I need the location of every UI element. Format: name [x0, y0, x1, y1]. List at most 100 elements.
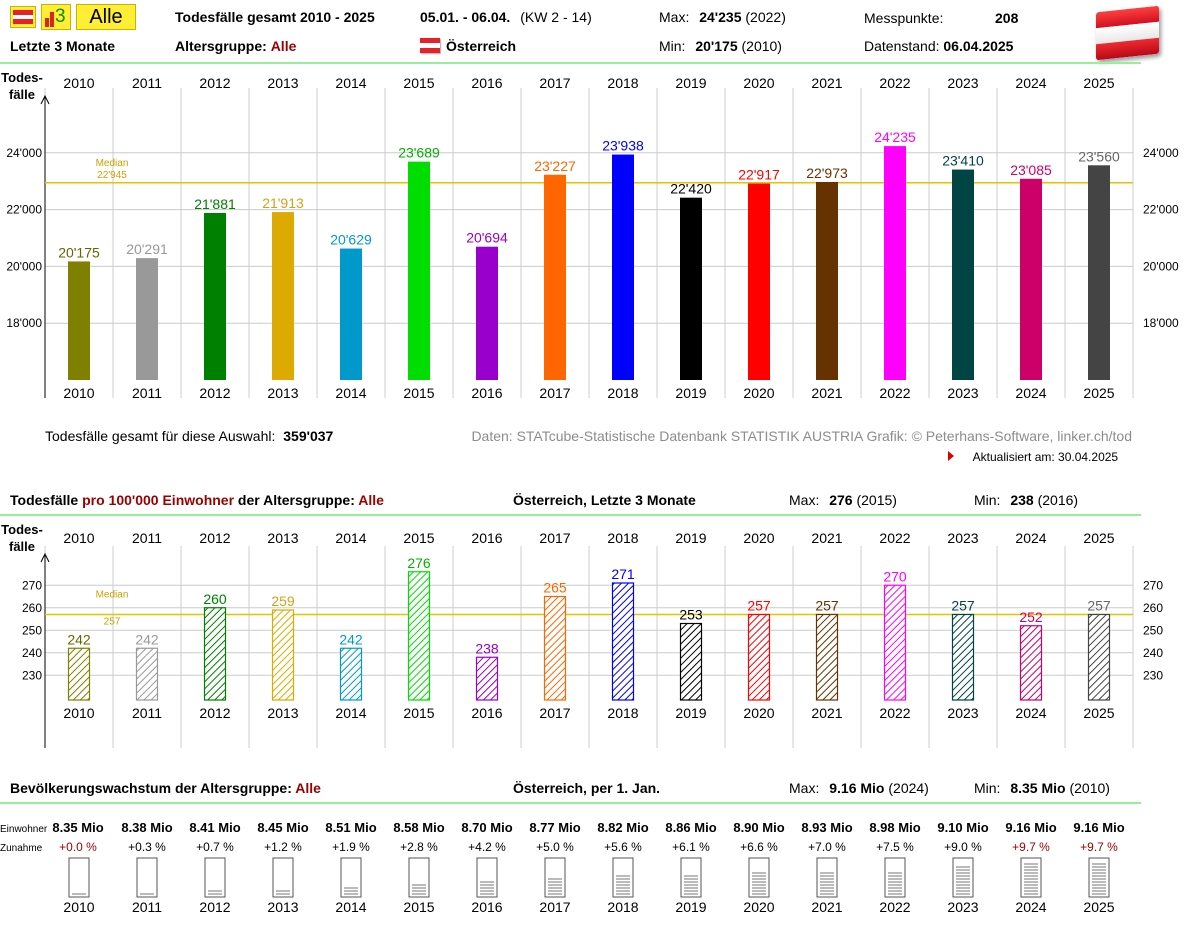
- section2-min: Min: 238 (2016): [974, 492, 1078, 508]
- row-label-population: Einwohner: [0, 824, 48, 835]
- value-label-2023: 257: [951, 598, 975, 614]
- altersgruppe: Altersgruppe: Alle: [175, 38, 296, 54]
- year-label-bottom: 2012: [199, 705, 230, 721]
- population-2018: 8.82 Mio: [597, 820, 648, 835]
- bar-2024: [1020, 178, 1042, 380]
- year-label-top: 2019: [675, 530, 706, 546]
- section3-min-year: (2010): [1069, 780, 1110, 796]
- bar-2017: [544, 174, 566, 380]
- y-tick-label-left: 260: [22, 601, 42, 615]
- growth-2018: +5.6 %: [604, 840, 642, 854]
- year-label-top: 2014: [335, 530, 366, 546]
- median-label: Median: [96, 158, 129, 169]
- value-label-2018: 23'938: [602, 138, 644, 154]
- value-label-2016: 238: [475, 640, 499, 656]
- year-label-bottom: 2022: [879, 705, 910, 721]
- y-axis-label: Todes-: [1, 70, 43, 85]
- altersgruppe-value: Alle: [270, 38, 297, 54]
- austria-flag-button[interactable]: [10, 6, 36, 28]
- growth-gauge-2015: [408, 857, 430, 898]
- period-dates: 05.01. - 06.04.: [420, 9, 511, 25]
- growth-2014: +1.9 %: [332, 840, 370, 854]
- bar-2021: [816, 181, 838, 380]
- year-label-bottom: 2022: [879, 385, 910, 401]
- value-label-2010: 20'175: [58, 244, 100, 260]
- year-label-population: 2017: [539, 899, 570, 915]
- alle-button[interactable]: Alle: [76, 4, 136, 30]
- growth-gauge-2017: [544, 857, 566, 898]
- year-label-top: 2020: [743, 530, 774, 546]
- median-value-label: 257: [104, 617, 121, 628]
- year-label-top: 2012: [199, 75, 230, 91]
- value-label-2014: 242: [339, 631, 363, 647]
- median-label: Median: [96, 590, 129, 601]
- section3-min-label: Min:: [974, 780, 1001, 796]
- bar-2015: [408, 161, 430, 380]
- year-label-top: 2024: [1015, 530, 1046, 546]
- y-tick-label-right: 240: [1143, 646, 1163, 660]
- year-label-bottom: 2017: [539, 385, 570, 401]
- country-label: Österreich: [446, 38, 517, 54]
- y-tick-label-left: 20'000: [6, 259, 42, 273]
- section3-title-a: Bevölkerungswachstum der Altersgruppe:: [10, 780, 296, 796]
- total-label: Todesfälle gesamt für diese Auswahl:: [45, 428, 276, 444]
- bar-2020: [747, 613, 771, 701]
- value-label-2015: 23'689: [398, 145, 440, 161]
- total-value: 359'037: [283, 428, 334, 444]
- growth-gauge-2010: [68, 857, 90, 898]
- value-label-2010: 242: [67, 631, 91, 647]
- growth-2010: +0.0 %: [59, 840, 97, 854]
- y-axis-label: fälle: [9, 539, 35, 554]
- source-credit[interactable]: Daten: STATcube-Statistische Datenbank S…: [471, 428, 1132, 444]
- value-label-2021: 22'973: [806, 165, 848, 181]
- updated-info: Aktualisiert am: 30.04.2025: [948, 450, 1118, 464]
- population-2020: 8.90 Mio: [733, 820, 784, 835]
- year-label-bottom: 2010: [63, 705, 94, 721]
- population-2013: 8.45 Mio: [257, 820, 308, 835]
- period: 05.01. - 06.04. (KW 2 - 14): [420, 9, 592, 25]
- y-tick-label-left: 18'000: [6, 316, 42, 330]
- growth-2023: +9.0 %: [944, 840, 982, 854]
- min-year: (2010): [741, 38, 782, 54]
- year-label-top: 2022: [879, 75, 910, 91]
- year-label-bottom: 2024: [1015, 705, 1046, 721]
- section3-title: Bevölkerungswachstum der Altersgruppe: A…: [10, 780, 321, 796]
- y-tick-label-left: 24'000: [6, 146, 42, 160]
- year-label-top: 2016: [471, 530, 502, 546]
- value-label-2020: 22'917: [738, 167, 780, 183]
- months-label: Letzte 3 Monate: [10, 38, 116, 54]
- year-label-bottom: 2011: [132, 385, 162, 401]
- year-label-bottom: 2018: [607, 385, 638, 401]
- bar-2016: [476, 246, 498, 380]
- y-tick-label-right: 22'000: [1143, 203, 1179, 217]
- year-label-top: 2013: [267, 530, 298, 546]
- year-label-population: 2025: [1083, 899, 1114, 915]
- growth-gauge-2016: [476, 857, 498, 898]
- year-label-top: 2015: [403, 530, 434, 546]
- three-months-button[interactable]: 3: [41, 4, 71, 30]
- y-tick-label-right: 18'000: [1143, 316, 1179, 330]
- population-2021: 8.93 Mio: [801, 820, 852, 835]
- year-label-bottom: 2014: [335, 385, 366, 401]
- year-label-top: 2025: [1083, 530, 1114, 546]
- section3-max-year: (2024): [888, 780, 929, 796]
- growth-gauge-2021: [816, 857, 838, 898]
- value-label-2021: 257: [815, 598, 839, 614]
- y-tick-label-left: 250: [22, 623, 42, 637]
- year-label-top: 2013: [267, 75, 298, 91]
- y-axis-label: Todes-: [1, 522, 43, 537]
- population-2017: 8.77 Mio: [529, 820, 580, 835]
- year-label-population: 2011: [132, 899, 162, 915]
- section2-max-value: 276: [829, 492, 853, 508]
- section3-title-b: Alle: [295, 780, 321, 796]
- value-label-2013: 259: [271, 593, 295, 609]
- bar-2011: [135, 647, 159, 701]
- bar-2019: [679, 622, 703, 701]
- year-label-top: 2022: [879, 530, 910, 546]
- deaths-per-100k-chart: 230 230 240 240 250 250 260 260 270 270 Todes-fäll…: [1, 522, 1163, 748]
- bar-chart-icon-bar2: [50, 12, 54, 27]
- section3-max-label: Max:: [789, 780, 820, 796]
- population-2025: 9.16 Mio: [1073, 820, 1124, 835]
- population-2016: 8.70 Mio: [461, 820, 512, 835]
- year-label-bottom: 2025: [1083, 385, 1114, 401]
